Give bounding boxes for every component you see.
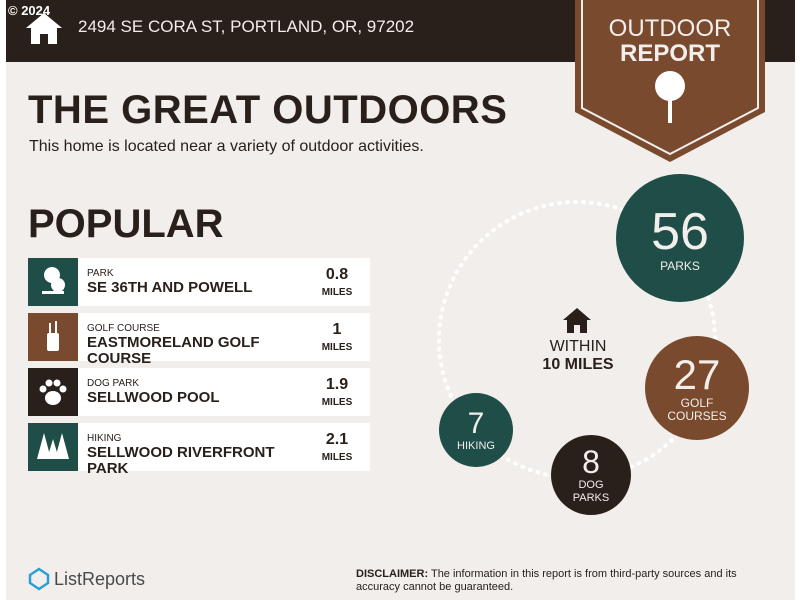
count-circle: 56 PARKS	[616, 174, 744, 302]
distance: 1	[332, 321, 342, 338]
count-label: COURSES	[667, 409, 727, 423]
unit: MILES	[321, 397, 353, 408]
count: 27	[673, 351, 721, 398]
count: 7	[467, 406, 485, 440]
badge	[575, 0, 765, 162]
badge-line: REPORT	[619, 40, 720, 67]
unit: MILES	[321, 452, 353, 463]
dog-icon	[28, 368, 78, 416]
brand-logo	[28, 567, 50, 591]
count: 8	[582, 444, 600, 480]
category: PARK	[87, 268, 114, 279]
disclaimer-text: The information in this report is from t…	[356, 568, 737, 593]
disclaimer-label: DISCLAIMER:	[356, 568, 429, 580]
count: 56	[651, 202, 709, 261]
list-row: HIKING SELLWOOD RIVERFRONT PARK 2.1 MILE…	[28, 423, 370, 477]
center-line: WITHIN	[549, 338, 607, 355]
address: 2494 SE CORA ST, PORTLAND, OR, 97202	[78, 17, 415, 36]
count-circle: 27 GOLF COURSES	[645, 336, 749, 440]
distance: 0.8	[325, 266, 349, 283]
disclaimer: DISCLAIMER: The information in this repo…	[356, 568, 776, 594]
distance: 1.9	[325, 376, 349, 393]
unit: MILES	[321, 342, 353, 353]
place-name: EASTMORELAND GOLF COURSE	[87, 334, 260, 367]
golf-icon	[28, 313, 78, 361]
count-label: PARKS	[572, 492, 610, 504]
watermark: © 2024	[8, 3, 51, 18]
center-label: WITHIN 10 MILES	[516, 338, 640, 374]
list-row: DOG PARK SELLWOOD POOL 1.9 MILES	[28, 368, 370, 416]
park-icon	[28, 258, 78, 306]
count-label: DOG	[578, 479, 604, 491]
count-label: HIKING	[457, 439, 495, 452]
infographic: © 2024 2494 SE CORA ST, PORTLAND, OR, 97…	[6, 0, 795, 600]
place-name: SE 36TH AND POWELL	[87, 279, 253, 296]
list-row: GOLF COURSE EASTMORELAND GOLF COURSE 1 M…	[28, 313, 370, 367]
badge-line: OUTDOOR	[608, 15, 732, 42]
category: DOG PARK	[87, 378, 140, 389]
count-circle: 7 HIKING	[439, 393, 513, 467]
center-line: 10 MILES	[542, 356, 614, 373]
count-circle: 8 DOG PARKS	[551, 435, 631, 515]
home-icon	[26, 13, 62, 44]
brand: ListReports	[54, 569, 146, 589]
count-label: PARKS	[660, 258, 700, 273]
count-label: GOLF	[680, 396, 714, 410]
subtitle: This home is located near a variety of o…	[29, 138, 424, 155]
place-name: SELLWOOD RIVERFRONT PARK	[87, 444, 275, 477]
hiking-icon	[28, 423, 78, 471]
section-heading: POPULAR	[28, 202, 224, 246]
unit: MILES	[321, 287, 353, 298]
place-name: SELLWOOD POOL	[87, 389, 220, 406]
list-row: PARK SE 36TH AND POWELL 0.8 MILES	[28, 258, 370, 306]
distance: 2.1	[325, 431, 349, 448]
category: GOLF COURSE	[87, 323, 160, 334]
title: THE GREAT OUTDOORS	[28, 88, 508, 132]
category: HIKING	[87, 433, 122, 444]
home-icon	[563, 308, 591, 333]
